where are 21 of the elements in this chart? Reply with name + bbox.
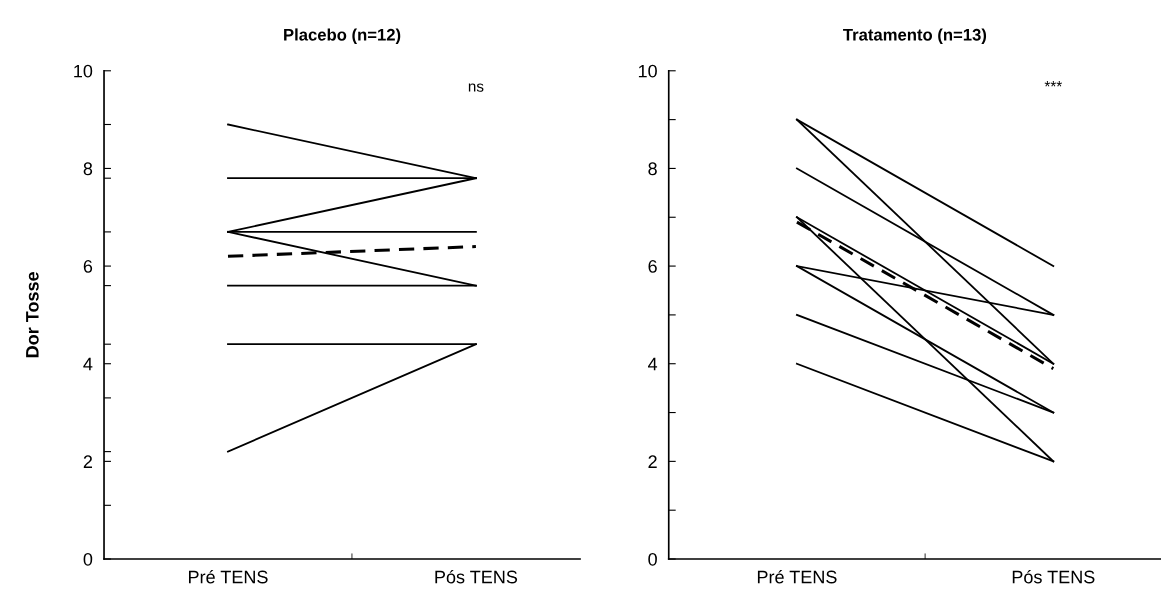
- x-tick-label: Pré TENS: [757, 569, 837, 584]
- y-tick-label: 4: [83, 357, 93, 371]
- x-tick-label: Pós TENS: [435, 569, 518, 584]
- annotation: ns: [468, 83, 484, 92]
- y-tick-label: 8: [83, 162, 93, 176]
- x-tick-label: Pós TENS: [1012, 569, 1095, 584]
- y-tick-label: 4: [648, 357, 658, 371]
- y-tick-label: 6: [83, 260, 93, 273]
- y-tick-label: 10: [638, 64, 657, 78]
- y-tick-label: 6: [648, 260, 657, 273]
- y-tick-label: 0: [648, 552, 657, 566]
- y-tick-label: 10: [74, 64, 93, 78]
- y-axis-title: Dor Tosse: [26, 272, 39, 358]
- annotation: ***: [1044, 81, 1062, 87]
- y-tick-label: 2: [83, 455, 93, 468]
- y-tick-label: 0: [83, 552, 93, 566]
- y-tick-label: 8: [648, 162, 657, 176]
- x-tick-label: Pré TENS: [188, 569, 268, 584]
- chart-title: Tratamento (n=13): [843, 28, 987, 44]
- chart-title: Placebo (n=12): [284, 28, 401, 44]
- y-tick-label: 2: [648, 455, 657, 468]
